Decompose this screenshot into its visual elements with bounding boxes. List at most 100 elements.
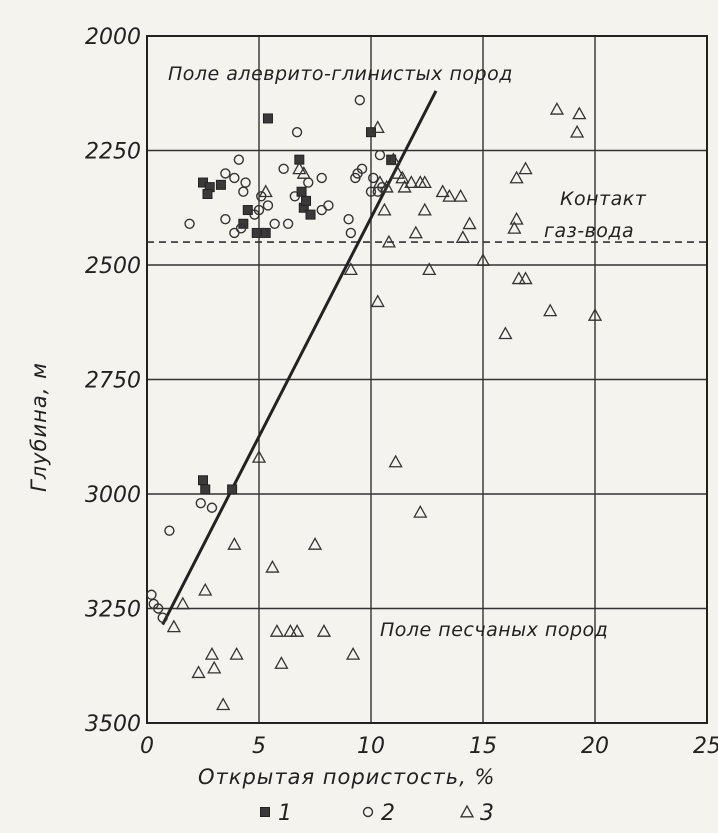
series-2-point bbox=[262, 200, 274, 211]
data-points bbox=[146, 94, 603, 711]
series-3-point bbox=[388, 454, 403, 468]
x-axis-title: Открытая пористость, % bbox=[198, 765, 495, 789]
series-1-point bbox=[227, 484, 238, 495]
series-3-point bbox=[191, 665, 206, 679]
legend-marker-1 bbox=[260, 807, 270, 817]
series-3-point bbox=[258, 184, 273, 198]
series-2-point bbox=[152, 603, 164, 614]
series-3-point bbox=[381, 234, 397, 248]
series-3-point bbox=[343, 262, 358, 276]
lower-field-label: Поле песчаных пород bbox=[380, 619, 608, 641]
series-3-point bbox=[198, 582, 213, 596]
series-3-point bbox=[417, 175, 432, 189]
y-tick-label: 3250 bbox=[85, 598, 141, 623]
series-3-point bbox=[518, 271, 533, 285]
tick-labels: 0 5 10 15 20 25 2000 2250 2500 2750 3000 3250 3500 bbox=[85, 25, 718, 759]
series-2-point bbox=[356, 163, 368, 175]
series-2-point bbox=[282, 218, 294, 229]
series-3-point bbox=[404, 175, 419, 189]
series-2-point bbox=[235, 223, 247, 234]
series-2 bbox=[146, 94, 388, 623]
series-3-point bbox=[379, 179, 394, 193]
x-tick-label: 20 bbox=[581, 734, 609, 759]
series-3-point bbox=[269, 624, 285, 637]
series-3-point bbox=[216, 697, 231, 711]
series-3-point bbox=[229, 646, 244, 660]
series-2-point bbox=[354, 94, 365, 106]
series-2-point bbox=[323, 200, 334, 211]
legend-label-1: 1 bbox=[278, 801, 292, 826]
series-2-point bbox=[269, 218, 280, 229]
y-axis-title: Глубина, м bbox=[27, 362, 51, 492]
legend-item-2: 2 bbox=[362, 801, 395, 826]
series-2-point bbox=[240, 177, 251, 188]
series-3-point bbox=[316, 624, 332, 637]
plot-frame bbox=[146, 35, 708, 724]
series-3-point bbox=[274, 656, 289, 669]
series-1-point bbox=[305, 209, 316, 220]
legend-marker-3 bbox=[459, 804, 475, 818]
series-3-point bbox=[509, 170, 524, 184]
series-3-point bbox=[453, 188, 468, 202]
series-3-point bbox=[204, 646, 220, 660]
series-2-point bbox=[206, 502, 218, 513]
legend: 1 2 3 bbox=[260, 801, 494, 826]
y-tick-label: 3000 bbox=[85, 483, 141, 508]
series-3-point bbox=[175, 596, 190, 610]
series-3-point bbox=[417, 202, 432, 216]
series-2-point bbox=[343, 213, 354, 225]
series-3-point bbox=[227, 537, 242, 550]
series-1-point bbox=[262, 113, 273, 124]
series-2-point bbox=[258, 227, 269, 239]
x-tick-label: 15 bbox=[469, 734, 497, 759]
series-2-point bbox=[146, 589, 157, 600]
series-1-point bbox=[294, 154, 305, 165]
series-2-point bbox=[289, 191, 301, 202]
series-3-point bbox=[370, 294, 385, 308]
series-3-point bbox=[395, 170, 410, 184]
series-2-point bbox=[345, 227, 357, 239]
series-3-point bbox=[345, 646, 361, 660]
series-1-point bbox=[215, 179, 226, 190]
series-2-point bbox=[157, 612, 168, 623]
series-3-point bbox=[435, 184, 450, 198]
series-3-point bbox=[587, 308, 603, 321]
series-3-point bbox=[372, 175, 388, 189]
series-2-point bbox=[291, 126, 303, 138]
series-2-point bbox=[278, 163, 289, 175]
series-3-point bbox=[572, 106, 587, 120]
series-3-point bbox=[442, 188, 457, 202]
series-2-point bbox=[253, 204, 265, 216]
series-3-point bbox=[292, 161, 307, 175]
trend-line-layer bbox=[161, 90, 438, 626]
trend-line bbox=[161, 90, 438, 626]
series-3-point bbox=[207, 660, 222, 674]
series-3-point bbox=[296, 166, 311, 179]
series-3-point bbox=[265, 559, 280, 573]
series-3-point bbox=[422, 262, 437, 276]
series-2-point bbox=[220, 168, 231, 179]
series-1-point bbox=[202, 189, 213, 200]
series-3-point bbox=[498, 326, 513, 340]
series-3-point bbox=[569, 124, 585, 138]
series-3-point bbox=[377, 202, 392, 216]
legend-item-3: 3 bbox=[459, 801, 494, 826]
legend-label-2: 2 bbox=[381, 801, 395, 826]
series-3-point bbox=[518, 161, 533, 175]
series-3-point bbox=[455, 230, 470, 243]
series-3-point bbox=[289, 624, 305, 637]
series-2-point bbox=[316, 172, 327, 184]
series-3-point bbox=[386, 152, 401, 166]
series-3-point bbox=[543, 303, 558, 317]
series-1-point bbox=[198, 475, 208, 486]
series-3-point bbox=[251, 450, 267, 463]
y-tick-label: 2500 bbox=[85, 254, 141, 279]
series-3-point bbox=[509, 211, 524, 225]
series-3-point bbox=[549, 101, 565, 115]
series-2-point bbox=[233, 154, 245, 165]
legend-label-3: 3 bbox=[480, 801, 494, 826]
x-tick-label: 10 bbox=[357, 734, 385, 759]
series-3-point bbox=[166, 619, 181, 633]
y-tick-label: 2250 bbox=[85, 140, 141, 165]
y-tick-label: 2000 bbox=[85, 25, 141, 50]
